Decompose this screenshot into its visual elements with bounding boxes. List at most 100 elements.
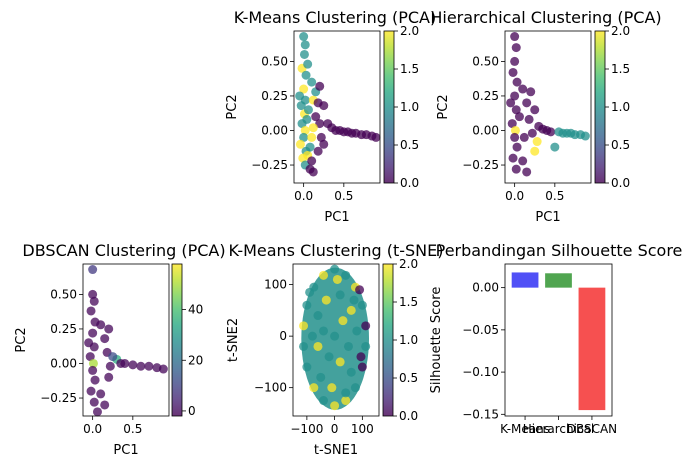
scatter-point bbox=[313, 146, 323, 156]
colorbar-tick-label: 2.0 bbox=[611, 24, 630, 38]
scatter-point bbox=[330, 331, 340, 341]
y-tick-label: −0.05 bbox=[462, 323, 499, 337]
scatter-point bbox=[510, 91, 520, 101]
scatter-point bbox=[341, 270, 351, 280]
colorbar-tick-label: 1.0 bbox=[399, 333, 418, 347]
scatter-point bbox=[349, 295, 359, 305]
scatter-point bbox=[305, 142, 315, 152]
scatter-point bbox=[319, 396, 329, 406]
colorbar bbox=[382, 263, 394, 417]
scatter-point bbox=[86, 386, 96, 396]
axes-frame bbox=[504, 30, 592, 184]
scatter-point bbox=[361, 341, 371, 351]
y-tick-label: 100 bbox=[264, 278, 287, 292]
scatter-point bbox=[315, 81, 325, 91]
y-tick-label: −100 bbox=[254, 381, 287, 395]
scatter-point bbox=[356, 352, 366, 362]
scatter-point bbox=[88, 265, 98, 275]
scatter-point bbox=[85, 352, 95, 362]
scatter-point bbox=[299, 84, 309, 94]
scatter-point bbox=[307, 331, 317, 341]
scatter-point bbox=[299, 49, 309, 59]
scatter-point bbox=[311, 112, 321, 122]
y-tick-label: 0.00 bbox=[261, 123, 288, 137]
x-tick-label: DBSCAN bbox=[567, 422, 617, 436]
axes-frame bbox=[292, 263, 380, 417]
scatter-point bbox=[92, 407, 102, 417]
colorbar-tick-label: 1.5 bbox=[400, 62, 419, 76]
scatter-point bbox=[526, 87, 536, 97]
scatter-point bbox=[319, 139, 329, 149]
scatter-point bbox=[316, 132, 326, 142]
scatter-point bbox=[303, 59, 313, 69]
scatter-point bbox=[357, 300, 367, 310]
scatter-point bbox=[307, 156, 317, 166]
scatter-point bbox=[341, 396, 351, 406]
scatter-point bbox=[335, 357, 345, 367]
scatter-point bbox=[88, 328, 98, 338]
colorbar-tick-label: 0.0 bbox=[399, 409, 418, 423]
chart-title: DBSCAN Clustering (PCA) bbox=[22, 241, 225, 260]
scatter-point bbox=[313, 311, 323, 321]
scatter-point bbox=[511, 164, 521, 174]
scatter-point bbox=[512, 142, 522, 152]
scatter-point bbox=[305, 287, 315, 297]
x-tick-label: 0.5 bbox=[123, 422, 142, 436]
scatter-point bbox=[350, 383, 360, 393]
scatter-point bbox=[319, 270, 329, 280]
x-tick-label: 0.0 bbox=[294, 189, 313, 203]
scatter-point bbox=[144, 361, 154, 371]
axes-frame bbox=[82, 263, 170, 417]
axes-frame bbox=[504, 263, 613, 417]
chart-panel-2: 0.0 0.5 −0.25 0.00 0.25 0.50 0.0 0.5 1.0 1.5 2.0Hi… bbox=[430, 8, 661, 225]
scatter-point bbox=[297, 119, 307, 129]
scatter-point bbox=[108, 352, 118, 362]
bar-k-means bbox=[511, 272, 539, 288]
colorbar-tick-label: 0.5 bbox=[611, 138, 630, 152]
x-tick-label: 100 bbox=[351, 422, 374, 436]
scatter-point bbox=[84, 338, 94, 348]
scatter-point bbox=[89, 397, 99, 407]
scatter-point bbox=[335, 290, 345, 300]
x-axis-label: t-SNE1 bbox=[314, 443, 358, 458]
scatter-point bbox=[506, 98, 516, 108]
scatter-point bbox=[100, 334, 110, 344]
y-tick-label: −0.25 bbox=[462, 158, 499, 172]
scatter-point bbox=[299, 32, 309, 42]
y-tick-label: −0.10 bbox=[462, 365, 499, 379]
colorbar-tick-label: 1.0 bbox=[400, 100, 419, 114]
scatter-point bbox=[327, 383, 337, 393]
scatter-point bbox=[346, 305, 356, 315]
chart-panel-4: −100 0 100 −100 0 100 0.0 0.5 1.0 1.5 2.0K-Means C… bbox=[226, 241, 443, 458]
y-tick-label: 0.25 bbox=[472, 89, 499, 103]
scatter-point bbox=[299, 341, 309, 351]
scatter-point bbox=[550, 142, 560, 152]
y-tick-label: 0.25 bbox=[261, 89, 288, 103]
bar-dbscan bbox=[578, 287, 606, 411]
scatter-point bbox=[330, 401, 340, 411]
scatter-point bbox=[341, 388, 351, 398]
bar-hierarchical bbox=[545, 273, 572, 288]
x-axis-label: PC1 bbox=[324, 210, 349, 225]
x-tick-label: Hierarchical bbox=[523, 422, 595, 436]
scatter-point bbox=[307, 132, 317, 142]
scatter-point bbox=[546, 127, 556, 137]
scatter-point bbox=[510, 32, 520, 42]
scatter-point bbox=[308, 167, 318, 177]
chart-panel-3: 0.0 0.5 −0.25 0.00 0.25 0.50 0 20 40 DBSCAN Clust… bbox=[14, 241, 226, 458]
colorbar-tick-label: 1.5 bbox=[399, 295, 418, 309]
scatter-point bbox=[338, 316, 348, 326]
scatter-point bbox=[522, 167, 532, 177]
scatter-point bbox=[296, 101, 306, 111]
colorbar-tick-label: 2.0 bbox=[400, 24, 419, 38]
y-tick-label: −0.15 bbox=[462, 407, 499, 421]
scatter-point bbox=[346, 367, 356, 377]
scatter-point bbox=[105, 361, 115, 371]
scatter-point bbox=[518, 84, 528, 94]
x-axis-label: PC1 bbox=[535, 210, 560, 225]
scatter-point bbox=[299, 132, 309, 142]
colorbar bbox=[171, 263, 183, 417]
y-tick-label: 0.00 bbox=[472, 281, 499, 295]
chart-title: Hierarchical Clustering (PCA) bbox=[430, 8, 661, 27]
